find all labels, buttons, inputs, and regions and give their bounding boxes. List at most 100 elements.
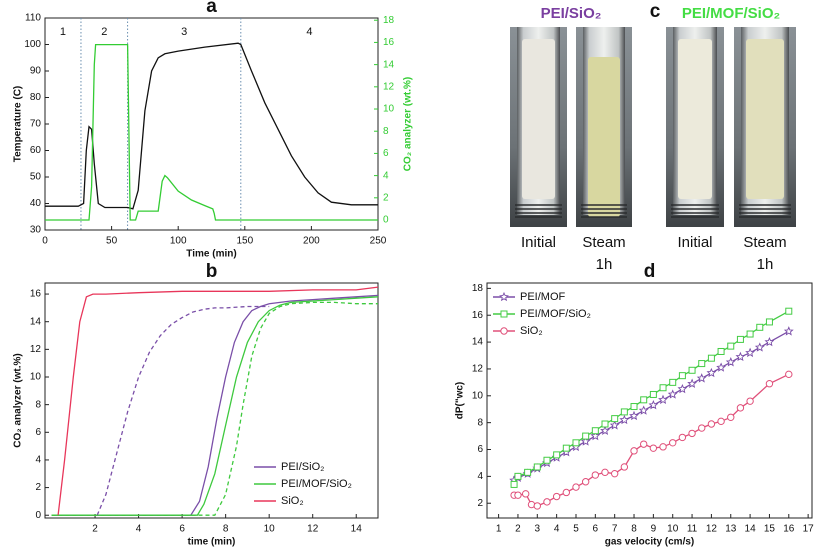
region-label: 2 — [101, 26, 107, 38]
photo-caption: 1h — [596, 256, 613, 273]
point — [717, 417, 725, 426]
point — [600, 425, 610, 435]
x-tick-label: 8 — [631, 524, 637, 535]
x-tick-label: 1 — [496, 524, 502, 535]
point — [746, 397, 754, 405]
y2-tick-label: 12 — [383, 81, 395, 92]
legend-marker — [499, 291, 509, 302]
x-tick-label: 150 — [236, 236, 253, 247]
y2-tick-label: 16 — [383, 37, 395, 48]
y-tick-label: 10 — [30, 372, 42, 383]
sorbent-bed — [588, 57, 620, 217]
point — [765, 380, 774, 388]
point — [648, 400, 659, 410]
x-tick-label: 50 — [106, 236, 118, 247]
y-axis-label: dP("wc) — [455, 382, 466, 420]
legend-label: PEI/MOF/SiO₂ — [520, 308, 591, 320]
point — [533, 463, 541, 471]
point — [543, 456, 551, 464]
point — [572, 439, 580, 447]
y-tick-label: 12 — [30, 344, 42, 355]
point — [716, 362, 726, 372]
point — [687, 378, 698, 388]
x-tick-label: 10 — [667, 524, 679, 535]
y2-tick-label: 2 — [383, 192, 389, 203]
photo-caption: Initial — [677, 234, 712, 251]
point — [783, 326, 794, 336]
y-tick-label: 2 — [477, 498, 483, 509]
y-tick-label: 16 — [30, 289, 42, 300]
series-line — [45, 43, 378, 221]
y-tick-label: 8 — [35, 399, 41, 410]
x-tick-label: 5 — [573, 524, 579, 535]
point — [590, 430, 601, 441]
point — [677, 383, 688, 394]
y2-tick-label: 4 — [383, 170, 389, 181]
x-tick-label: 11 — [687, 524, 698, 535]
series-line — [96, 305, 270, 516]
point — [727, 413, 735, 421]
x-tick-label: 13 — [725, 524, 737, 535]
x-axis-label: gas velocity (cm/s) — [605, 537, 694, 548]
panel-letter: c — [650, 1, 661, 22]
y2-tick-label: 8 — [383, 126, 389, 137]
y2-axis-label: CO₂ analyzer (wt.%) — [403, 77, 414, 171]
x-tick-label: 12 — [706, 524, 718, 535]
point — [764, 336, 775, 347]
series-line — [51, 296, 379, 516]
y-tick-label: 50 — [30, 172, 42, 183]
sorbent-bed — [522, 39, 555, 199]
x-tick-label: 8 — [223, 524, 229, 535]
point — [640, 396, 648, 404]
point — [688, 429, 696, 438]
point — [619, 414, 630, 425]
point — [638, 405, 649, 415]
x-tick-label: 16 — [783, 524, 795, 535]
y-tick-label: 90 — [30, 66, 42, 77]
group-title: PEI/MOF/SiO₂ — [682, 5, 780, 22]
y2-tick-label: 18 — [383, 15, 395, 26]
sorbent-bed — [746, 39, 784, 199]
y-axis-label: CO₂ analyzer (wt.%) — [13, 353, 24, 447]
point — [510, 480, 518, 488]
panel-letter: d — [644, 261, 656, 282]
point — [736, 404, 745, 412]
y-tick-label: 110 — [25, 13, 41, 24]
y-tick-label: 8 — [477, 417, 483, 428]
point — [543, 498, 551, 506]
y2-tick-label: 10 — [383, 104, 395, 115]
sorbent-bed — [678, 39, 712, 199]
point — [754, 342, 765, 352]
group-title: PEI/SiO₂ — [541, 5, 602, 22]
point — [735, 351, 746, 362]
y-tick-label: 18 — [472, 283, 484, 294]
y-tick-label: 16 — [472, 310, 484, 321]
point — [669, 439, 677, 447]
point — [582, 432, 590, 440]
x-tick-label: 9 — [651, 524, 657, 535]
y-tick-label: 14 — [30, 316, 42, 327]
point — [591, 427, 599, 435]
y2-tick-label: 0 — [383, 215, 389, 226]
legend-label: PEI/SiO₂ — [281, 461, 324, 473]
point — [610, 469, 619, 478]
x-axis-label: Time (min) — [186, 249, 236, 260]
legend-label: PEI/MOF/SiO₂ — [281, 478, 352, 490]
legend-marker — [500, 327, 508, 335]
y-tick-label: 2 — [35, 482, 41, 493]
point — [765, 318, 773, 326]
x-tick-label: 15 — [764, 524, 776, 535]
x-tick-label: 14 — [745, 524, 757, 535]
y-tick-label: 0 — [35, 510, 41, 521]
y-tick-label: 6 — [35, 427, 41, 438]
point — [698, 424, 706, 432]
point — [669, 378, 677, 386]
point — [580, 436, 591, 446]
y-tick-label: 6 — [477, 444, 483, 455]
legend-label: SiO₂ — [281, 495, 304, 507]
region-label: 1 — [60, 26, 66, 38]
point — [678, 433, 687, 442]
point — [658, 394, 668, 405]
x-tick-label: 200 — [303, 236, 320, 247]
point — [601, 420, 609, 428]
